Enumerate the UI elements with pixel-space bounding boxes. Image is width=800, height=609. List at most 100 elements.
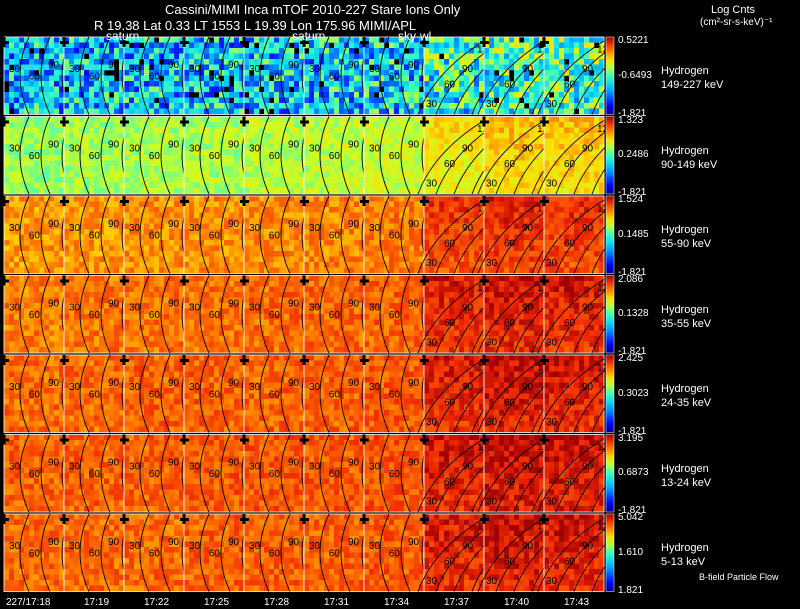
heatmap-cell: [444, 138, 450, 145]
heatmap-cell: [314, 70, 320, 76]
heatmap-cell: [179, 166, 185, 172]
heatmap-cell: [169, 166, 175, 172]
heatmap-cell: [169, 138, 175, 145]
heatmap-cell: [149, 116, 155, 123]
heatmap-cell: [114, 48, 120, 54]
heatmap-cell: [119, 256, 125, 263]
heatmap-cell: [39, 70, 45, 76]
heatmap-cell: [64, 149, 70, 156]
heatmap-cell: [19, 234, 25, 241]
heatmap-cell: [524, 196, 530, 202]
heatmap-cell: [99, 251, 105, 257]
colorbar-border: [605, 116, 615, 195]
heatmap-cell: [229, 240, 235, 246]
heatmap-cell: [69, 144, 75, 150]
heatmap-cell: [479, 177, 485, 183]
heatmap-cell: [184, 240, 190, 246]
heatmap-cell: [449, 207, 455, 213]
heatmap-cell: [499, 133, 505, 139]
heatmap-cell: [194, 81, 200, 87]
heatmap-cell: [354, 267, 360, 274]
heatmap-cell: [69, 138, 75, 145]
heatmap-cell: [204, 53, 210, 60]
heatmap-cell: [74, 70, 80, 76]
heatmap-cell: [134, 116, 140, 123]
heatmap-cell: [309, 234, 315, 241]
heatmap-cell: [274, 122, 280, 128]
heatmap-cell: [214, 177, 220, 183]
heatmap-cell: [394, 81, 400, 87]
heatmap-cell: [239, 81, 245, 87]
heatmap-cell: [54, 240, 60, 246]
heatmap-cell: [29, 64, 35, 71]
heatmap-cell: [434, 133, 440, 139]
heatmap-cell: [119, 240, 125, 246]
heatmap-cell: [144, 188, 150, 194]
heatmap-cell: [599, 97, 605, 104]
heatmap-cell: [19, 108, 25, 115]
heatmap-cell: [359, 138, 365, 145]
heatmap-cell: [559, 42, 565, 49]
heatmap-cell: [599, 127, 605, 134]
heatmap-cell: [379, 177, 385, 183]
heatmap-cell: [429, 267, 435, 274]
heatmap-cell: [274, 188, 280, 194]
heatmap-cell: [4, 182, 10, 189]
heatmap-cell: [424, 133, 430, 139]
heatmap-cell: [504, 81, 510, 87]
heatmap-cell: [159, 256, 165, 263]
heatmap-cell: [369, 70, 375, 76]
heatmap-cell: [109, 196, 115, 202]
heatmap-cell: [479, 59, 485, 65]
heatmap-cell: [494, 75, 500, 82]
heatmap-cell: [134, 53, 140, 60]
heatmap-cell: [49, 177, 55, 183]
heatmap-cell: [264, 116, 270, 123]
panel-marker: [62, 196, 66, 206]
contour-line: [400, 36, 411, 115]
heatmap-cell: [149, 212, 155, 219]
heatmap-cell: [344, 70, 350, 76]
heatmap-cell: [439, 133, 445, 139]
heatmap-cell: [444, 234, 450, 241]
heatmap-cell: [504, 144, 510, 150]
heatmap-cell: [334, 155, 340, 161]
heatmap-cell: [329, 212, 335, 219]
heatmap-cell: [254, 229, 260, 235]
heatmap-cell: [579, 138, 585, 145]
heatmap-cell: [514, 166, 520, 172]
heatmap-cell: [334, 166, 340, 172]
heatmap-cell: [284, 97, 290, 104]
heatmap-cell: [44, 97, 50, 104]
heatmap-cell: [529, 144, 535, 150]
heatmap-cell: [79, 251, 85, 257]
heatmap-cell: [89, 245, 95, 252]
heatmap-cell: [569, 103, 575, 109]
heatmap-cell: [69, 267, 75, 274]
heatmap-cell: [444, 229, 450, 235]
heatmap-cell: [289, 37, 295, 43]
heatmap-cell: [444, 267, 450, 274]
heatmap-cell: [49, 133, 55, 139]
heatmap-cell: [524, 201, 530, 208]
heatmap-cell: [384, 177, 390, 183]
heatmap-cell: [454, 53, 460, 60]
heatmap-cell: [284, 229, 290, 235]
heatmap-cell: [34, 218, 40, 224]
heatmap-cell: [314, 116, 320, 123]
heatmap-cell: [289, 92, 295, 98]
heatmap-cell: [334, 59, 340, 65]
heatmap-cell: [544, 103, 550, 109]
heatmap-cell: [414, 256, 420, 263]
heatmap-cell: [294, 86, 300, 93]
heatmap-cell: [59, 262, 65, 268]
heatmap-cell: [364, 86, 370, 93]
heatmap-cell: [544, 108, 550, 115]
heatmap-cell: [279, 108, 285, 115]
heatmap-cell: [579, 160, 585, 167]
heatmap-cell: [549, 42, 555, 49]
heatmap-cell: [599, 177, 605, 183]
heatmap-cell: [389, 37, 395, 43]
heatmap-cell: [164, 81, 170, 87]
heatmap-cell: [244, 196, 250, 202]
